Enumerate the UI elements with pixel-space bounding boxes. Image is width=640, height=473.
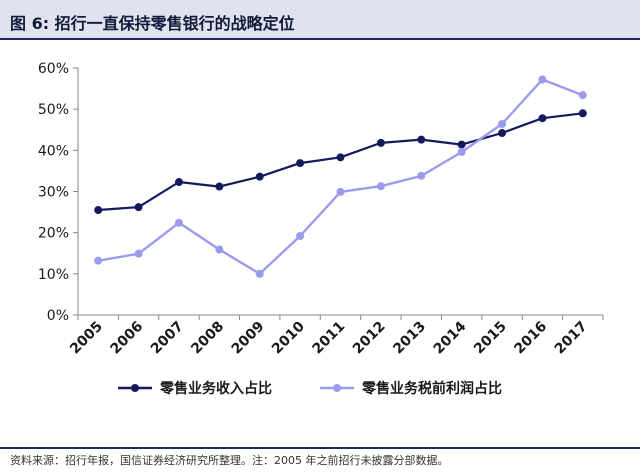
y-tick-label: 60% <box>38 61 69 77</box>
series-1-point <box>538 114 547 123</box>
x-tick-label: 2008 <box>188 319 227 358</box>
footer-divider <box>0 447 640 449</box>
legend-label: 零售业务收入占比 <box>159 380 272 397</box>
x-tick-label: 2017 <box>552 319 591 358</box>
y-tick-label: 30% <box>38 185 69 201</box>
x-tick-label: 2016 <box>511 319 550 358</box>
legend-label: 零售业务税前利润占比 <box>361 380 502 397</box>
series-1-point <box>376 138 385 147</box>
series-1-point <box>94 206 103 215</box>
series-1-point <box>174 178 183 187</box>
x-tick-label: 2006 <box>108 319 147 358</box>
series-2-point <box>376 182 385 191</box>
y-tick-label: 0% <box>47 308 69 324</box>
x-tick-label: 2015 <box>471 319 510 358</box>
series-1-point <box>336 153 345 162</box>
series-2-point <box>336 187 345 196</box>
legend-swatch-marker <box>333 384 341 392</box>
figure-title: 图 6: 招行一直保持零售银行的战略定位 <box>10 14 295 33</box>
series-2-point <box>255 269 264 278</box>
y-tick-label: 20% <box>38 226 69 242</box>
y-tick-label: 40% <box>38 143 69 159</box>
series-1-point <box>255 172 264 181</box>
series-1-point <box>134 203 143 212</box>
series-line-2 <box>97 78 584 275</box>
series-2-point <box>94 256 103 265</box>
series-2-point <box>457 147 466 156</box>
series-2-point <box>134 249 143 258</box>
source-note: 资料来源：招行年报，国信证券经济研究所整理。注：2005 年之前招行未披露分部数… <box>10 454 449 467</box>
x-tick-label: 2007 <box>148 319 187 358</box>
series-1-point <box>498 129 507 138</box>
series-2-point <box>174 218 183 227</box>
series-2-point <box>296 231 305 240</box>
series-2-point <box>578 91 587 100</box>
x-tick-label: 2009 <box>229 319 268 358</box>
x-tick-label: 2013 <box>390 319 429 358</box>
line-chart: 0% 10% 20% 30% 40% 50% 60% 2005 2006 2007 2008 2009… <box>38 61 604 397</box>
series-1-point <box>296 159 305 168</box>
series-1-point <box>578 109 587 118</box>
x-tick-label: 2010 <box>269 318 308 357</box>
series-2-point <box>498 119 507 128</box>
figure-title-bar: 图 6: 招行一直保持零售银行的战略定位 <box>0 0 640 40</box>
series-1-point <box>457 140 466 149</box>
x-tick-label: 2014 <box>431 318 470 357</box>
y-tick-label: 50% <box>38 102 69 118</box>
x-tick-label: 2011 <box>309 319 348 358</box>
y-tick-label: 10% <box>38 267 69 283</box>
x-tick-label: 2012 <box>350 319 389 358</box>
legend-swatch-marker <box>131 384 139 392</box>
series-1-point <box>417 135 426 144</box>
series-2-point <box>538 75 547 84</box>
series-2-point <box>417 171 426 180</box>
series-2-point <box>215 245 224 254</box>
series-1-point <box>215 182 224 191</box>
x-tick-label: 2005 <box>67 319 106 358</box>
